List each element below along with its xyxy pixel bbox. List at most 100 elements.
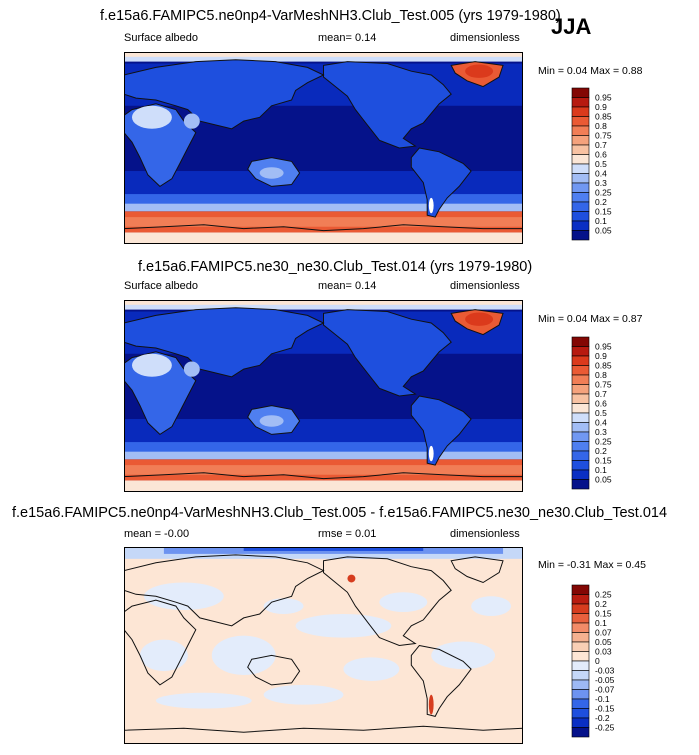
colorbar-tick-label: 0 — [595, 656, 600, 666]
panel-3-minmax: Min = -0.31 Max = 0.45 — [538, 559, 646, 571]
colorbar-box — [571, 154, 590, 165]
colorbar-tick-label: 0.95 — [595, 342, 612, 352]
panel-3-left-label: mean = -0.00 — [124, 528, 190, 540]
colorbar-tick-label: -0.05 — [595, 675, 615, 685]
panel-2-right-label: dimensionless — [450, 280, 520, 292]
colorbar-box — [571, 670, 590, 681]
colorbar-tick-label: 0.4 — [595, 418, 607, 428]
colorbar-box — [571, 116, 590, 127]
colorbar-tick-label: 0.75 — [595, 380, 612, 390]
colorbar-box — [571, 201, 590, 212]
colorbar-box — [571, 632, 590, 643]
colorbar-tick-label: 0.5 — [595, 408, 607, 418]
colorbar-tick-label: 0.03 — [595, 647, 612, 657]
colorbar-tick-label: 0.3 — [595, 427, 607, 437]
colorbar-box — [571, 689, 590, 700]
colorbar-box — [571, 727, 590, 738]
colorbar-box — [571, 594, 590, 605]
colorbar-tick-label: 0.7 — [595, 140, 607, 150]
colorbar-tick-label: 0.1 — [595, 465, 607, 475]
panel-3-colorbar: 0.250.20.150.10.070.050.030-0.03-0.05-0.… — [571, 584, 615, 738]
panel-3-map — [124, 547, 523, 744]
colorbar-tick-label: 0.5 — [595, 159, 607, 169]
colorbar-tick-label: 0.85 — [595, 361, 612, 371]
colorbar-tick-label: 0.05 — [595, 226, 612, 236]
colorbar-tick-label: 0.15 — [595, 456, 612, 466]
colorbar-tick-label: 0.9 — [595, 351, 607, 361]
colorbar-box — [571, 97, 590, 108]
colorbar-tick-label: 0.25 — [595, 188, 612, 198]
colorbar-box — [571, 431, 590, 442]
panel-1-left-label: Surface albedo — [124, 32, 198, 44]
colorbar-box — [571, 135, 590, 146]
colorbar-box — [571, 106, 590, 117]
colorbar-box — [571, 192, 590, 203]
colorbar-tick-label: 0.8 — [595, 121, 607, 131]
panel-3-right-label: dimensionless — [450, 528, 520, 540]
colorbar-tick-label: 0.7 — [595, 389, 607, 399]
colorbar-box — [571, 622, 590, 633]
panel-1-minmax: Min = 0.04 Max = 0.88 — [538, 65, 643, 77]
panel-2-minmax: Min = 0.04 Max = 0.87 — [538, 313, 643, 325]
colorbar-tick-label: 0.8 — [595, 370, 607, 380]
panel-2-map — [124, 300, 523, 492]
colorbar-tick-label: -0.25 — [595, 723, 615, 733]
panel-1-map — [124, 52, 523, 244]
colorbar-box — [571, 479, 590, 490]
panel-1-center-label: mean= 0.14 — [318, 32, 377, 44]
panel-1-title: f.e15a6.FAMIPC5.ne0np4-VarMeshNH3.Club_T… — [100, 8, 561, 24]
colorbar-box — [571, 403, 590, 414]
colorbar-tick-label: 0.05 — [595, 637, 612, 647]
colorbar-tick-label: 0.05 — [595, 475, 612, 485]
colorbar-tick-label: -0.03 — [595, 666, 615, 676]
colorbar-tick-label: 0.1 — [595, 618, 607, 628]
colorbar-box — [571, 584, 590, 595]
colorbar-box — [571, 441, 590, 452]
colorbar-box — [571, 336, 590, 347]
colorbar-box — [571, 163, 590, 174]
colorbar-box — [571, 698, 590, 709]
colorbar-tick-label: 0.2 — [595, 599, 607, 609]
colorbar-box — [571, 422, 590, 433]
panel-1-right-label: dimensionless — [450, 32, 520, 44]
colorbar-tick-label: 0.2 — [595, 446, 607, 456]
colorbar-box — [571, 651, 590, 662]
colorbar-box — [571, 365, 590, 376]
colorbar-box — [571, 144, 590, 155]
colorbar-box — [571, 679, 590, 690]
colorbar-box — [571, 374, 590, 385]
colorbar-tick-label: 0.6 — [595, 150, 607, 160]
panel-2-title: f.e15a6.FAMIPC5.ne30_ne30.Club_Test.014 … — [138, 259, 533, 275]
panel-2-center-label: mean= 0.14 — [318, 280, 377, 292]
colorbar-box — [571, 182, 590, 193]
colorbar-box — [571, 384, 590, 395]
colorbar-tick-label: 0.9 — [595, 102, 607, 112]
colorbar-tick-label: 0.75 — [595, 131, 612, 141]
colorbar-box — [571, 603, 590, 614]
season-label: JJA — [551, 14, 592, 39]
colorbar-box — [571, 469, 590, 480]
colorbar-box — [571, 708, 590, 719]
colorbar-box — [571, 412, 590, 423]
colorbar-box — [571, 641, 590, 652]
colorbar-box — [571, 125, 590, 136]
colorbar-tick-label: 0.15 — [595, 609, 612, 619]
colorbar-box — [571, 230, 590, 241]
colorbar-box — [571, 211, 590, 222]
colorbar-tick-label: 0.6 — [595, 399, 607, 409]
colorbar-tick-label: 0.25 — [595, 437, 612, 447]
colorbar-box — [571, 717, 590, 728]
colorbar-box — [571, 450, 590, 461]
colorbar-box — [571, 173, 590, 184]
panel-1-colorbar: 0.950.90.850.80.750.70.60.50.40.30.250.2… — [571, 87, 612, 241]
panel-3-title: f.e15a6.FAMIPC5.ne0np4-VarMeshNH3.Club_T… — [12, 505, 668, 521]
colorbar-tick-label: 0.2 — [595, 197, 607, 207]
colorbar-box — [571, 660, 590, 671]
colorbar-tick-label: -0.1 — [595, 694, 610, 704]
colorbar-tick-label: 0.15 — [595, 207, 612, 217]
colorbar-tick-label: 0.3 — [595, 178, 607, 188]
colorbar-tick-label: 0.95 — [595, 93, 612, 103]
colorbar-tick-label: 0.85 — [595, 112, 612, 122]
panel-2-left-label: Surface albedo — [124, 280, 198, 292]
colorbar-box — [571, 460, 590, 471]
